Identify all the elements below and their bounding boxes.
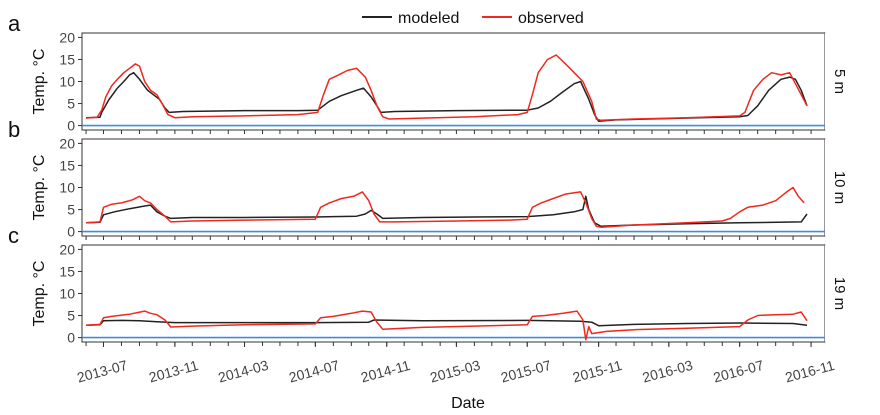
panel-frame	[81, 32, 826, 131]
x-tick-label: 2016-11	[783, 357, 836, 386]
panel-b: 0 5 10 15 20 Temp. °C b 10 m	[8, 117, 853, 240]
panel-a: 0 5 10 15 20 Temp. °C a 5 m	[8, 11, 853, 134]
y-tick-label: 5	[67, 202, 75, 218]
y-tick-label: 10	[59, 286, 75, 302]
x-tick-label: 2016-03	[641, 357, 695, 386]
y-tick-label: 0	[67, 224, 75, 240]
y-tick-label: 5	[67, 308, 75, 324]
series-line-observed	[86, 310, 808, 341]
x-tick-label: 2014-11	[359, 357, 412, 386]
panels: 0 5 10 15 20 Temp. °C a 5 m 0 5 10 15 20 Temp. °C b 10 …	[8, 11, 853, 346]
y-tick-label: 20	[59, 29, 75, 45]
x-tick-label: 2013-11	[147, 357, 200, 386]
x-axis-label: Date	[451, 395, 485, 412]
strip-box	[825, 245, 853, 342]
x-tick-label: 2013-07	[75, 357, 129, 386]
panel-letter: a	[8, 11, 21, 36]
legend: modeled observed	[362, 10, 584, 27]
y-tick-label: 10	[59, 180, 75, 196]
x-tick-label: 2015-03	[428, 357, 482, 386]
panel-frame	[81, 138, 826, 237]
y-tick-label: 5	[67, 96, 75, 112]
strip-label: 19 m	[831, 277, 848, 310]
x-tick-label: 2015-11	[571, 357, 624, 386]
panel-c: 0 5 10 15 20 Temp. °C c 19 m	[8, 223, 853, 346]
series-line-modeled	[86, 319, 808, 327]
y-tick-label: 20	[59, 241, 75, 257]
y-tick-label: 0	[67, 118, 75, 134]
y-tick-label: 15	[59, 263, 75, 279]
legend-label-observed: observed	[518, 10, 584, 27]
y-tick-label: 15	[59, 157, 75, 173]
x-tick-label: 2016-07	[711, 357, 765, 386]
strip-label: 10 m	[831, 171, 848, 204]
panel-letter: b	[8, 117, 20, 142]
x-tick-label: 2015-07	[499, 357, 553, 386]
strip-box	[825, 139, 853, 236]
y-axis-label: Temp. °C	[31, 49, 48, 115]
x-tick-label: 2014-03	[216, 357, 270, 386]
legend-label-modeled: modeled	[398, 10, 459, 27]
y-axis-label: Temp. °C	[31, 261, 48, 327]
y-tick-label: 0	[67, 330, 75, 346]
y-axis-label: Temp. °C	[31, 155, 48, 221]
y-tick-label: 20	[59, 135, 75, 151]
strip-box	[825, 33, 853, 130]
series-line-observed	[86, 186, 805, 228]
panel-letter: c	[8, 223, 19, 248]
strip-label: 5 m	[831, 69, 848, 94]
x-axis: 2013-07 2013-11 2014-03 2014-07 2014-11 2015-…	[75, 342, 836, 386]
y-tick-label: 15	[59, 51, 75, 67]
series-line-observed	[86, 54, 808, 122]
y-tick-label: 10	[59, 74, 75, 90]
x-tick-label: 2014-07	[287, 357, 341, 386]
